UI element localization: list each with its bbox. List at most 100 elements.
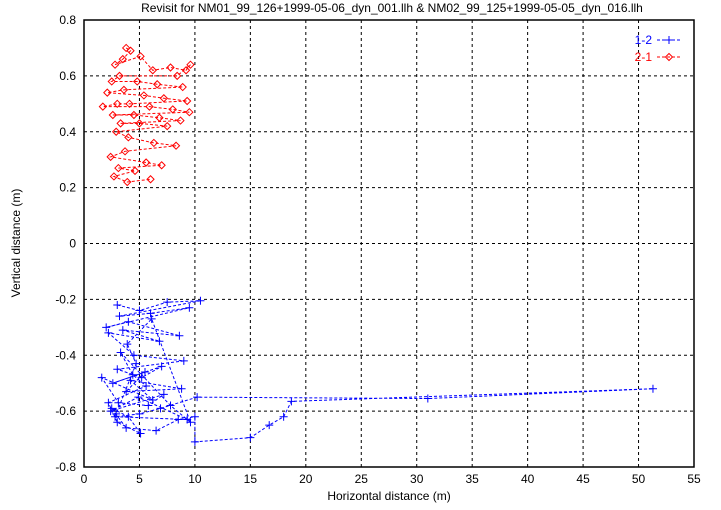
data-point	[196, 296, 205, 305]
data-point	[163, 298, 172, 307]
data-point	[132, 359, 141, 368]
data-point	[157, 362, 166, 371]
data-point	[190, 437, 199, 446]
data-point	[126, 46, 135, 55]
data-point	[181, 66, 191, 75]
data-point	[113, 300, 122, 309]
data-point	[135, 409, 144, 418]
data-point	[112, 409, 121, 418]
y-tick-label: 0.8	[59, 13, 76, 27]
data-point	[108, 379, 117, 388]
data-point	[129, 110, 139, 120]
data-point	[113, 365, 122, 374]
series-2-1	[98, 43, 195, 187]
data-point	[152, 426, 161, 435]
data-point	[155, 113, 164, 122]
data-point	[186, 418, 195, 427]
data-point	[145, 102, 154, 111]
data-point	[178, 82, 187, 92]
data-point	[115, 312, 124, 321]
data-point	[124, 412, 133, 421]
data-point	[147, 314, 156, 323]
data-point	[114, 398, 123, 407]
data-point	[162, 121, 172, 131]
x-tick-label: 0	[81, 472, 88, 486]
data-point	[179, 356, 188, 365]
data-point	[176, 116, 185, 125]
series-line-1-2	[100, 300, 653, 443]
data-point	[137, 373, 146, 382]
y-tick-label: 0.6	[59, 69, 76, 83]
x-tick-label: 5	[136, 472, 143, 486]
data-point	[120, 147, 130, 156]
data-point	[113, 99, 122, 109]
data-point	[175, 331, 184, 340]
legend-label-1-2: 1-2	[635, 33, 653, 47]
x-tick-label: 30	[410, 472, 424, 486]
data-point	[648, 384, 657, 393]
data-point	[106, 152, 115, 162]
data-point	[149, 138, 159, 148]
legend-marker-2-1	[664, 52, 674, 62]
data-point	[287, 397, 296, 406]
x-axis-label: Horizontal distance (m)	[327, 489, 450, 503]
data-point	[141, 368, 149, 377]
data-point	[129, 351, 138, 360]
data-point	[124, 133, 133, 142]
data-point	[110, 60, 120, 69]
data-point	[125, 99, 134, 109]
data-point	[177, 384, 186, 393]
data-point	[135, 119, 144, 128]
data-point	[174, 415, 183, 424]
data-point	[108, 110, 118, 120]
data-point	[246, 433, 255, 442]
data-point	[116, 119, 125, 128]
chart-title: Revisit for NM01_99_126+1999-05-06_dyn_0…	[141, 1, 643, 15]
x-tick-label: 45	[576, 472, 590, 486]
data-point	[118, 326, 127, 335]
data-point	[136, 52, 145, 61]
plot-frame	[83, 19, 695, 468]
data-point	[97, 373, 106, 382]
data-point	[186, 60, 195, 69]
x-tick-label: 35	[466, 472, 480, 486]
data-point	[144, 401, 153, 410]
data-point	[182, 96, 192, 106]
data-point	[155, 337, 164, 346]
x-tick-label: 55	[687, 472, 701, 486]
data-point	[185, 303, 194, 312]
legend-marker-1-2	[665, 36, 673, 44]
x-tick-label: 40	[521, 472, 535, 486]
data-point	[166, 63, 175, 72]
legend: 1-2 2-1	[635, 33, 681, 64]
data-point	[134, 393, 143, 402]
data-point	[103, 88, 112, 97]
series-line-2-1	[102, 47, 191, 183]
data-point	[146, 175, 155, 184]
data-point	[104, 398, 113, 407]
data-point	[168, 105, 177, 114]
y-tick-label: -0.4	[55, 348, 76, 362]
data-point	[133, 77, 142, 86]
data-point	[157, 161, 166, 170]
data-point	[146, 309, 155, 318]
data-point	[136, 429, 145, 438]
y-tick-label: -0.8	[55, 460, 76, 474]
data-point	[104, 328, 113, 337]
data-point	[142, 381, 151, 390]
data-point	[102, 323, 111, 332]
data-point	[265, 421, 274, 430]
x-tick-label: 20	[299, 472, 313, 486]
data-point	[190, 412, 199, 421]
x-tick-label: 50	[632, 472, 646, 486]
data-point	[193, 393, 202, 402]
y-tick-label: 0.4	[59, 125, 76, 139]
data-point	[185, 107, 194, 117]
data-point	[279, 412, 288, 421]
data-point	[115, 71, 124, 81]
data-point	[126, 376, 135, 385]
data-point	[135, 306, 144, 315]
series-1-2	[97, 296, 657, 446]
data-point	[123, 340, 132, 349]
